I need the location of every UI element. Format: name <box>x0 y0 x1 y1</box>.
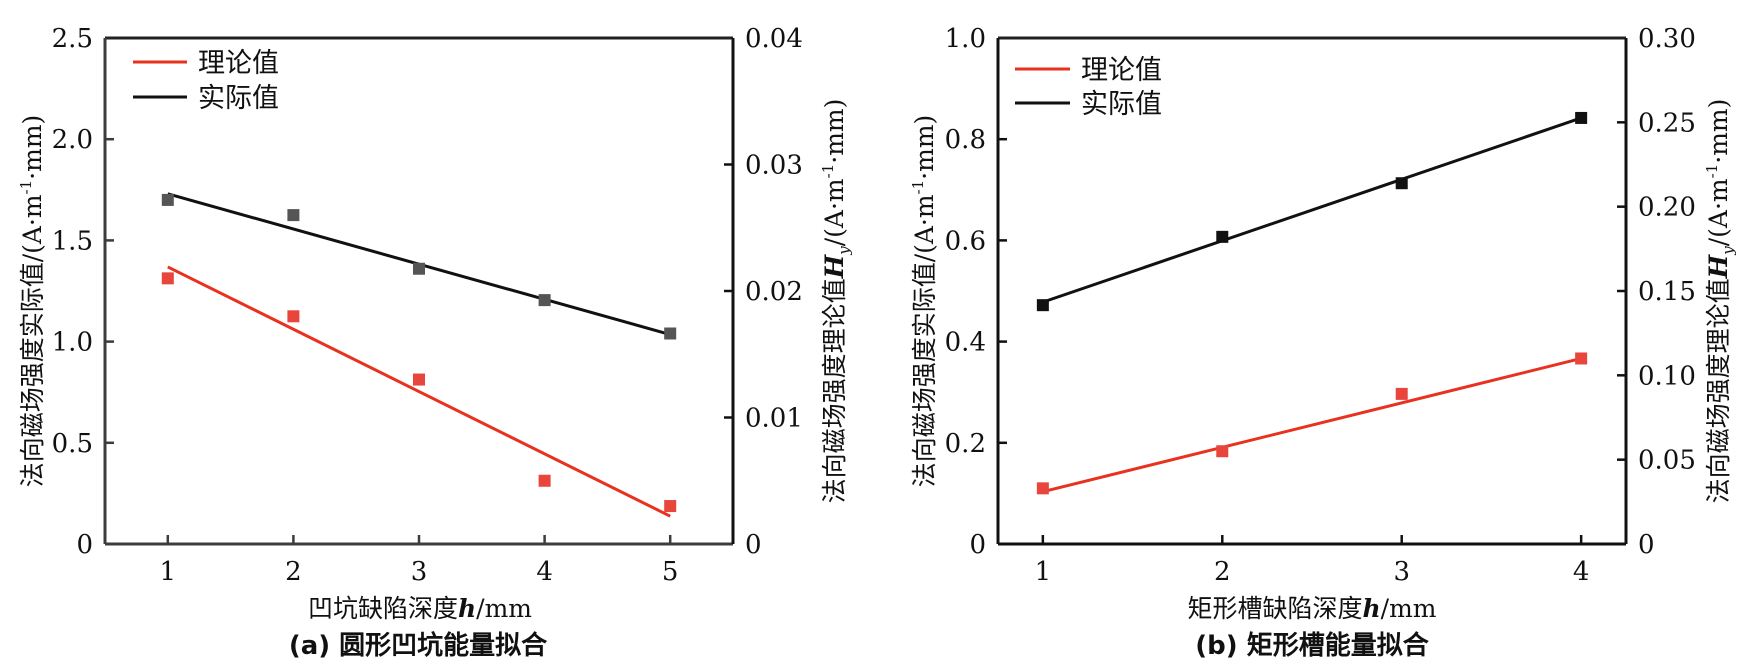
y-right-label-var: H <box>820 253 849 279</box>
y-left-tick-label: 0 <box>969 530 986 560</box>
x-axis-label-text: 矩形槽缺陷深度 <box>1187 594 1362 623</box>
x-tick-label: 4 <box>536 557 553 587</box>
y-left-tick-label: 2.5 <box>52 24 93 54</box>
y-right-label-var: H <box>1704 253 1733 279</box>
y-left-tick-label: 1.0 <box>945 24 986 54</box>
data-point-theory <box>664 500 677 513</box>
y-right-label-unit-a: /(A·m <box>1704 178 1733 246</box>
x-tick-label: 1 <box>1035 557 1052 587</box>
data-point-actual <box>1036 299 1049 312</box>
y-right-label-sub: y <box>835 246 853 256</box>
fit-line-theory <box>1042 357 1582 494</box>
y-right-label-sup: -1 <box>819 164 837 179</box>
x-axis-label-unit: /mm <box>1381 594 1437 623</box>
y-left-tick-label: 1.5 <box>52 226 93 256</box>
y-right-label-sup: -1 <box>1703 164 1721 179</box>
panel-b: 1 2 3 4 0 0.2 0.4 0.6 0.8 1.0 0 0.05 0.10 0.15 0.20 0.2… <box>909 24 1737 661</box>
y-right-tick-label: 0.02 <box>745 277 803 307</box>
y-left-tick-label: 0.5 <box>52 429 93 459</box>
data-point-theory <box>1216 445 1229 458</box>
x-axis-label: 矩形槽缺陷深度h/mm <box>1187 594 1436 623</box>
legend-label: 理论值 <box>198 48 279 79</box>
data-point-theory <box>161 272 174 285</box>
y-right-tick-label: 0 <box>1638 530 1655 560</box>
y-right-tick-label: 0.20 <box>1638 193 1696 223</box>
y-right-label-unit-b: ·mm) <box>1704 99 1733 164</box>
y-right-tick-label: 0.25 <box>1638 108 1696 138</box>
y-right-tick-label: 0.04 <box>745 24 803 54</box>
data-point-actual <box>161 193 174 206</box>
data-point-theory <box>287 310 300 323</box>
y-left-label-sup: -1 <box>17 180 35 195</box>
legend-label: 实际值 <box>198 83 279 114</box>
data-point-theory <box>1395 387 1408 400</box>
data-point-actual <box>664 327 677 340</box>
fit-line-theory <box>167 265 671 518</box>
y-right-label-text: 法向磁场强度理论值 <box>1704 278 1733 503</box>
y-right-label-sub: y <box>1719 246 1737 256</box>
x-tick-label: 1 <box>160 557 177 587</box>
y-left-label-unit: ·mm) <box>910 115 939 180</box>
x-tick-label: 2 <box>1214 557 1231 587</box>
y-left-tick-label: 0.2 <box>945 429 986 459</box>
y-left-tick-label: 2.0 <box>52 125 93 155</box>
y-left-tick-label: 0 <box>76 530 93 560</box>
legend-label: 理论值 <box>1081 55 1162 86</box>
data-point-actual <box>413 262 425 275</box>
x-axis-label-unit: /mm <box>476 594 532 623</box>
y-right-tick-label: 0.10 <box>1638 361 1696 391</box>
data-point-actual <box>1216 230 1229 243</box>
y-left-label-unit: ·mm) <box>18 115 47 180</box>
data-point-actual <box>538 294 551 307</box>
data-point-actual <box>1395 177 1408 190</box>
data-point-theory <box>413 373 425 386</box>
x-axis-label-text: 凹坑缺陷深度 <box>308 594 458 623</box>
data-point-theory <box>538 474 551 487</box>
y-left-axis-label: 法向磁场强度实际值/(A·m-1·mm) <box>17 115 47 488</box>
y-left-tick-label: 0.4 <box>945 328 986 358</box>
y-right-axis-label: 法向磁场强度理论值Hy/(A·m-1·mm) <box>1703 99 1737 504</box>
x-tick-label: 3 <box>1393 557 1410 587</box>
data-point-theory <box>1036 482 1049 495</box>
data-point-actual <box>287 209 300 222</box>
legend-label: 实际值 <box>1081 89 1162 120</box>
fit-line-actual <box>1042 116 1582 304</box>
y-left-label-text: 法向磁场强度实际值/(A·m <box>18 194 47 487</box>
panel-title: (a) 圆形凹坑能量拟合 <box>289 630 548 661</box>
y-right-tick-label: 0.05 <box>1638 446 1696 476</box>
y-left-label-text: 法向磁场强度实际值/(A·m <box>910 194 939 487</box>
y-right-axis-label: 法向磁场强度理论值Hy/(A·m-1·mm) <box>819 99 853 504</box>
y-right-label-unit-b: ·mm) <box>820 99 849 164</box>
y-right-tick-label: 0.03 <box>745 151 803 181</box>
x-axis-label-var: h <box>458 594 476 623</box>
y-right-label-unit-a: /(A·m <box>820 178 849 246</box>
y-left-tick-label: 0.6 <box>945 226 986 256</box>
y-left-axis-label: 法向磁场强度实际值/(A·m-1·mm) <box>909 115 939 488</box>
x-tick-label: 3 <box>411 557 428 587</box>
y-right-tick-label: 0.01 <box>745 404 803 434</box>
data-point-theory <box>1575 352 1588 365</box>
panel-a: 1 2 3 4 5 0 0.5 1.0 1.5 2.0 2.5 0 0.01 0.02 0.03 0.04 理论… <box>17 24 853 661</box>
panel-title: (b) 矩形槽能量拟合 <box>1195 630 1429 661</box>
y-left-label-sup: -1 <box>909 180 927 195</box>
x-tick-label: 5 <box>662 557 679 587</box>
x-axis-label-var: h <box>1362 594 1380 623</box>
y-right-tick-label: 0 <box>745 530 762 560</box>
x-tick-label: 4 <box>1573 557 1590 587</box>
y-left-tick-label: 0.8 <box>945 125 986 155</box>
y-right-label-text: 法向磁场强度理论值 <box>820 278 849 503</box>
x-tick-label: 2 <box>285 557 302 587</box>
x-axis-label: 凹坑缺陷深度h/mm <box>308 594 532 623</box>
data-point-actual <box>1575 111 1588 124</box>
y-left-tick-label: 1.0 <box>52 328 93 358</box>
y-right-tick-label: 0.15 <box>1638 277 1696 307</box>
y-right-tick-label: 0.30 <box>1638 24 1696 54</box>
